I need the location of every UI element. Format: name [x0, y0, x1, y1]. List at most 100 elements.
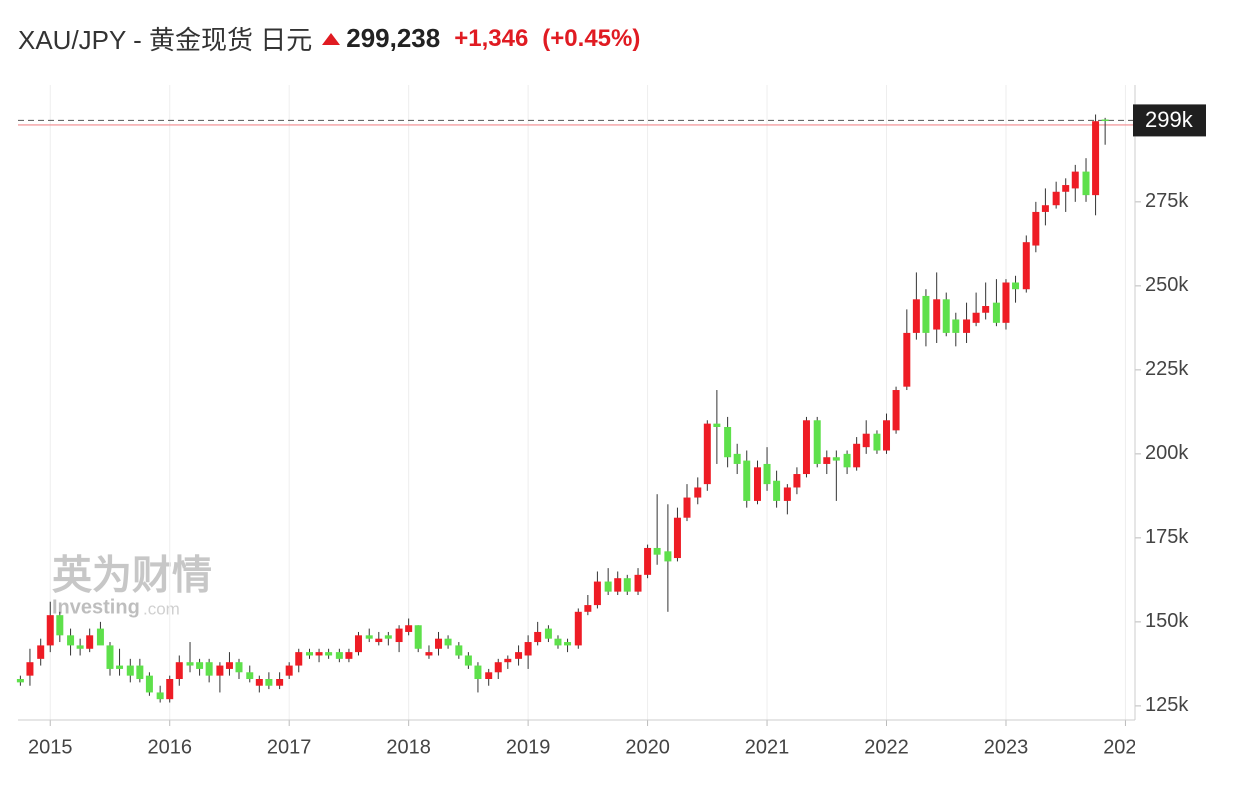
candle-body — [295, 652, 303, 666]
candle-body — [634, 574, 642, 592]
y-tick-label: 225k — [1145, 358, 1189, 380]
candle-body — [305, 652, 313, 656]
candle-body — [16, 679, 24, 683]
candle-body — [873, 433, 881, 451]
candle-body — [444, 638, 452, 646]
candle-body — [653, 547, 661, 555]
candle-body — [474, 665, 482, 680]
candle-body — [145, 675, 153, 693]
candle-body — [623, 578, 631, 592]
candle-body — [175, 662, 183, 680]
plot: 2015 2016 2017 2018 2019 2020 2021 2022 2023 2024 — [16, 85, 1135, 758]
candle-body — [832, 457, 840, 461]
candle-body — [724, 426, 732, 458]
candle-body — [216, 665, 224, 676]
candle-body — [345, 652, 353, 659]
candle-body — [952, 319, 960, 333]
candle-body — [644, 547, 652, 575]
x-tick-label: 2015 — [28, 736, 73, 758]
candle-body — [335, 652, 343, 659]
candle-body — [116, 665, 124, 669]
y-tick-label: 250k — [1145, 274, 1189, 296]
candle-body — [683, 497, 691, 518]
candle-body — [425, 652, 433, 656]
candle-body — [414, 625, 422, 649]
candle-body — [703, 423, 711, 485]
candle-body — [354, 635, 362, 653]
candle-body — [46, 615, 54, 646]
candle-body — [922, 295, 930, 333]
candle-body — [325, 652, 333, 656]
candle-body — [315, 652, 323, 656]
candle-body — [554, 638, 562, 646]
candle-body — [773, 480, 781, 501]
y-tick-label: 150k — [1145, 610, 1189, 632]
candle-body — [1062, 185, 1070, 192]
candle-body — [67, 635, 75, 646]
candle-body — [1041, 205, 1049, 212]
candle-body — [56, 615, 64, 636]
candle-body — [1101, 119, 1109, 122]
candle-body — [156, 692, 164, 700]
candle-body — [255, 679, 263, 686]
candle-body — [235, 662, 243, 673]
watermark-site: Investing — [52, 596, 140, 618]
up-arrow — [322, 32, 341, 45]
x-tick-label: 2022 — [864, 736, 909, 758]
price: 299,238 — [346, 23, 441, 53]
candle-body — [136, 665, 144, 680]
x-tick-label: 2023 — [984, 736, 1029, 758]
x-tick-label: 2017 — [267, 736, 312, 758]
candle-body — [375, 638, 383, 643]
candle-body — [455, 645, 463, 656]
candle-body — [26, 662, 34, 676]
x-tick-label: 2021 — [745, 736, 790, 758]
watermark-domain: .com — [143, 599, 180, 618]
candle-body — [574, 611, 582, 646]
axes: 125k 150k 175k 200k 225k 250k 275k 299k — [18, 85, 1206, 721]
candle-body — [783, 487, 791, 501]
x-tick-label: 2020 — [625, 736, 670, 758]
candle-body — [972, 312, 980, 323]
candle-body — [903, 332, 911, 387]
candle-body — [593, 581, 601, 606]
candle-body — [166, 679, 174, 700]
candle-body — [485, 672, 493, 680]
price-marker-label: 299k — [1145, 107, 1194, 132]
candle-body — [1012, 282, 1020, 290]
candle-body — [504, 658, 512, 663]
y-tick-label: 125k — [1145, 694, 1189, 716]
candle-body — [743, 460, 751, 501]
candle-body — [515, 652, 523, 659]
candle-body — [1032, 211, 1040, 246]
candle-body — [604, 581, 612, 592]
header: XAU/JPY - 黄金现货 日元 299,238 +1,346 (+0.45%… — [18, 20, 654, 57]
candle-body — [862, 433, 870, 448]
candle-body — [37, 645, 45, 659]
candle-body — [86, 635, 94, 649]
candle-body — [982, 306, 990, 313]
candle-body — [843, 453, 851, 468]
candle-body — [664, 551, 672, 562]
candle-body — [1092, 121, 1100, 196]
candle-body — [196, 662, 204, 669]
candle-body — [544, 628, 552, 639]
candle-body — [883, 420, 891, 451]
y-tick-label: 200k — [1145, 442, 1189, 464]
symbol: XAU/JPY - 黄金现货 日元 — [18, 25, 313, 55]
candle-body — [126, 665, 134, 676]
candle-body — [106, 645, 114, 669]
candle-body — [942, 299, 950, 333]
candle-body — [395, 628, 403, 643]
candle-body — [933, 299, 941, 330]
candle-body — [802, 420, 810, 475]
candle-body — [912, 299, 920, 333]
candle-body — [76, 645, 84, 649]
candle-body — [733, 453, 741, 464]
candle-body — [892, 390, 900, 431]
candle-body — [713, 423, 721, 427]
candle-body — [534, 631, 542, 643]
x-tick-label: 2016 — [147, 736, 192, 758]
candle-body — [1082, 171, 1090, 196]
candle-body — [524, 642, 532, 656]
